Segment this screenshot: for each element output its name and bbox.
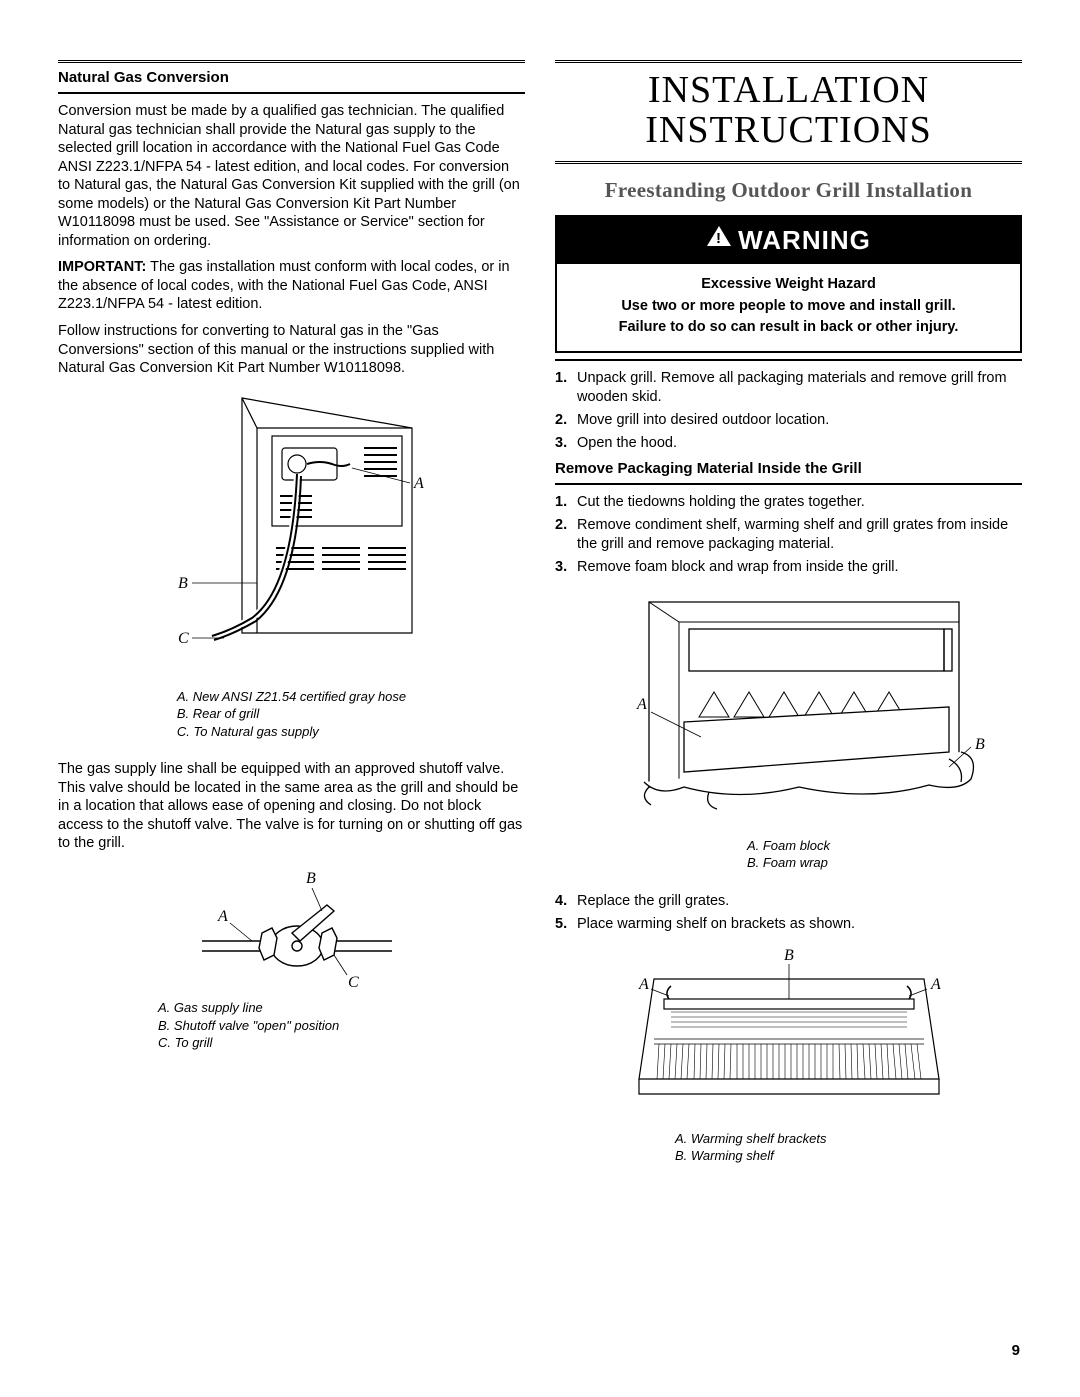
divider <box>555 161 1022 164</box>
main-title: INSTALLATION INSTRUCTIONS <box>555 71 1022 151</box>
warning-banner: ! WARNING <box>557 217 1020 264</box>
caption-line: C. To grill <box>158 1034 525 1052</box>
important-label: IMPORTANT: <box>58 259 146 275</box>
step: 2.Remove condiment shelf, warming shelf … <box>555 516 1022 554</box>
figure-grill-rear: A B C <box>142 388 442 678</box>
step-text: Cut the tiedowns holding the grates toge… <box>577 494 865 510</box>
divider <box>58 60 525 63</box>
page-number: 9 <box>1012 1342 1020 1359</box>
figure-label-c: C <box>178 630 189 647</box>
figure-label-a: A <box>413 475 424 492</box>
step: 3.Remove foam block and wrap from inside… <box>555 558 1022 577</box>
warning-line: Failure to do so can result in back or o… <box>573 317 1004 339</box>
caption-line: B. Warming shelf <box>675 1147 1022 1165</box>
left-column: Natural Gas Conversion Conversion must b… <box>58 60 525 1175</box>
figure-label-b: B <box>784 947 794 964</box>
heading-remove-packaging: Remove Packaging Material Inside the Gri… <box>555 460 1022 477</box>
caption-line: B. Shutoff valve "open" position <box>158 1017 525 1035</box>
caption-line: A. New ANSI Z21.54 certified gray hose <box>177 688 406 706</box>
figure-foam: A B <box>589 587 989 827</box>
figure-label-b: B <box>306 870 316 887</box>
step-text: Remove foam block and wrap from inside t… <box>577 559 899 575</box>
right-column: INSTALLATION INSTRUCTIONS Freestanding O… <box>555 60 1022 1175</box>
warning-icon: ! <box>706 223 732 254</box>
step: 3.Open the hood. <box>555 434 1022 453</box>
divider <box>58 92 525 94</box>
figure-caption: A. Foam block B. Foam wrap <box>555 831 1022 882</box>
figure-warming-shelf: A A B <box>609 944 969 1124</box>
caption-line: B. Rear of grill <box>177 705 406 723</box>
figure-label-a2: A <box>930 976 941 993</box>
figure-caption: A. Warming shelf brackets B. Warming she… <box>675 1130 1022 1165</box>
heading-natural-gas: Natural Gas Conversion <box>58 69 525 86</box>
figure-label-a: A <box>636 696 647 713</box>
figure-label-c: C <box>348 974 359 991</box>
steps-list-2: 1.Cut the tiedowns holding the grates to… <box>555 493 1022 576</box>
divider <box>555 359 1022 361</box>
warning-box: ! WARNING Excessive Weight Hazard Use tw… <box>555 215 1022 353</box>
step-text: Open the hood. <box>577 435 677 451</box>
figure-label-a: A <box>217 908 228 925</box>
steps-list-3: 4.Replace the grill grates. 5.Place warm… <box>555 892 1022 934</box>
step-text: Remove condiment shelf, warming shelf an… <box>577 517 1008 552</box>
step-text: Replace the grill grates. <box>577 893 729 909</box>
step-text: Place warming shelf on brackets as shown… <box>577 916 855 932</box>
figure-label-b: B <box>178 575 188 592</box>
title-line-1: INSTALLATION <box>648 69 929 111</box>
svg-text:!: ! <box>716 230 722 247</box>
step: 2.Move grill into desired outdoor locati… <box>555 411 1022 430</box>
warning-banner-text: WARNING <box>738 225 871 255</box>
title-line-2: INSTRUCTIONS <box>645 109 931 151</box>
caption-line: A. Foam block <box>747 837 830 855</box>
divider <box>555 60 1022 63</box>
step: 4.Replace the grill grates. <box>555 892 1022 911</box>
step: 1.Cut the tiedowns holding the grates to… <box>555 493 1022 512</box>
paragraph: IMPORTANT: The gas installation must con… <box>58 258 525 314</box>
step-text: Unpack grill. Remove all packaging mater… <box>577 370 1007 405</box>
figure-shutoff-valve: A B C <box>162 863 422 993</box>
caption-line: A. Gas supply line <box>158 999 525 1017</box>
paragraph: Follow instructions for converting to Na… <box>58 322 525 378</box>
subtitle: Freestanding Outdoor Grill Installation <box>555 178 1022 203</box>
caption-line: B. Foam wrap <box>747 854 830 872</box>
steps-list-1: 1.Unpack grill. Remove all packaging mat… <box>555 369 1022 452</box>
step: 5.Place warming shelf on brackets as sho… <box>555 915 1022 934</box>
page-columns: Natural Gas Conversion Conversion must b… <box>58 60 1022 1175</box>
figure-label-a: A <box>638 976 649 993</box>
warning-line: Use two or more people to move and insta… <box>573 296 1004 318</box>
figure-caption: A. Gas supply line B. Shutoff valve "ope… <box>158 999 525 1052</box>
divider <box>555 483 1022 485</box>
paragraph: Conversion must be made by a qualified g… <box>58 102 525 250</box>
warning-heading: Excessive Weight Hazard <box>573 274 1004 296</box>
warning-content: Excessive Weight Hazard Use two or more … <box>557 264 1020 351</box>
caption-line: C. To Natural gas supply <box>177 723 406 741</box>
step: 1.Unpack grill. Remove all packaging mat… <box>555 369 1022 407</box>
figure-label-b: B <box>975 736 985 753</box>
figure-caption: A. New ANSI Z21.54 certified gray hose B… <box>58 682 525 751</box>
step-text: Move grill into desired outdoor location… <box>577 412 829 428</box>
paragraph: The gas supply line shall be equipped wi… <box>58 760 525 853</box>
caption-line: A. Warming shelf brackets <box>675 1130 1022 1148</box>
